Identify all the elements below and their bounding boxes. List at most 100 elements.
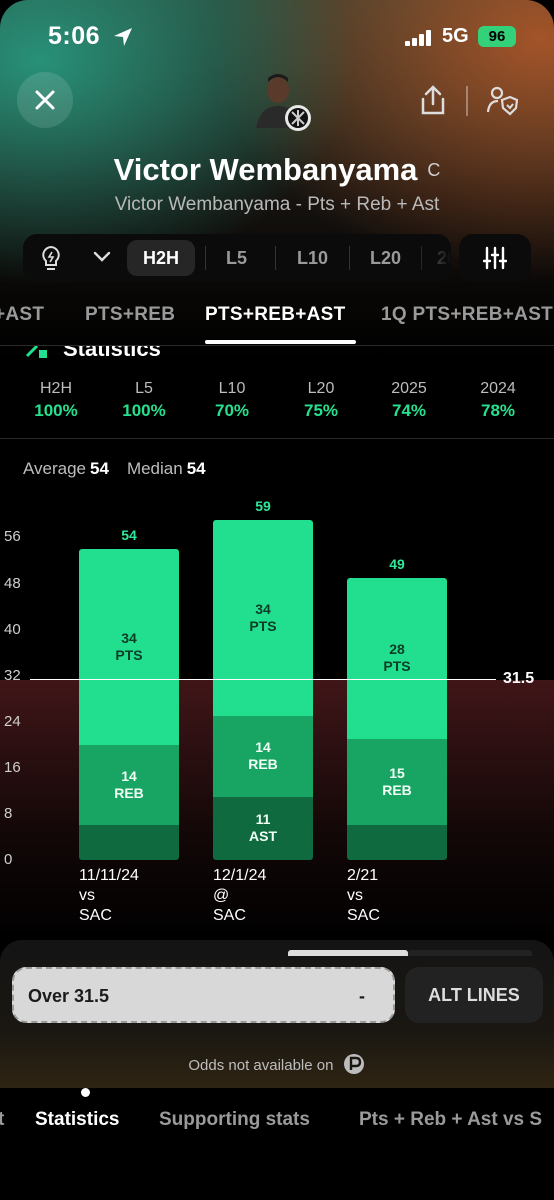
panel-handle bbox=[288, 950, 408, 956]
y-tick-label: 32 bbox=[4, 666, 21, 684]
hit-rate-l5[interactable]: L5 100% bbox=[100, 380, 188, 421]
divider bbox=[0, 438, 554, 439]
section-tab-vs-opponent[interactable]: Pts + Reb + Ast vs S bbox=[359, 1109, 543, 1130]
hit-rate-row: H2H 100% L5 100% L10 70% L20 75% 2025 74% 202… bbox=[0, 380, 554, 440]
active-tab-indicator bbox=[205, 340, 356, 344]
sliders-icon bbox=[483, 246, 507, 270]
header-divider bbox=[466, 86, 468, 116]
section-tab-previous[interactable]: t bbox=[0, 1109, 5, 1130]
segment-series-name: PTS bbox=[383, 658, 411, 675]
range-separator bbox=[349, 246, 350, 270]
bar-segment-reb: 14 REB bbox=[213, 715, 313, 797]
hit-rate-label: L5 bbox=[135, 380, 153, 397]
player-name-text: Victor Wembanyama bbox=[113, 152, 418, 187]
section-tab-supporting-stats[interactable]: Supporting stats bbox=[159, 1109, 310, 1130]
close-button[interactable] bbox=[17, 72, 73, 128]
range-tab-l5[interactable]: L5 bbox=[226, 248, 248, 268]
filter-button[interactable] bbox=[459, 234, 531, 282]
segment-series-name: PTS bbox=[249, 618, 277, 635]
over-label: Over 31.5 bbox=[28, 986, 110, 1006]
segment-value: 34 bbox=[255, 601, 271, 618]
y-tick-label: 0 bbox=[4, 851, 13, 868]
average-median-row: Average 54 Median 54 bbox=[23, 459, 224, 479]
range-separator bbox=[205, 246, 206, 270]
bar-total-label: 59 bbox=[255, 498, 271, 515]
share-icon[interactable] bbox=[418, 84, 448, 116]
average-label: Average bbox=[23, 459, 87, 478]
reference-line bbox=[30, 678, 496, 681]
y-tick-label: 24 bbox=[4, 712, 21, 730]
alt-lines-button[interactable]: ALT LINES bbox=[405, 967, 543, 1023]
segment-value: 14 bbox=[121, 768, 137, 785]
x-category-line: 2/21 bbox=[347, 867, 379, 884]
lightbulb-icon[interactable] bbox=[37, 244, 65, 272]
location-arrow-icon bbox=[114, 28, 132, 46]
hit-rate-value: 78% bbox=[480, 401, 516, 420]
stat-type-tabs: +AST PTS+REB PTS+REB+AST 1Q PTS+REB+AST bbox=[0, 298, 554, 344]
range-tab-l10[interactable]: L10 bbox=[297, 248, 329, 268]
status-time: 5:06 bbox=[48, 22, 101, 50]
y-tick-label: 8 bbox=[4, 804, 13, 822]
segment-series-name: REB bbox=[248, 756, 278, 773]
hit-rate-value: 74% bbox=[391, 401, 427, 420]
segment-value: 15 bbox=[389, 765, 405, 782]
prizepicks-logo-icon bbox=[343, 1054, 364, 1074]
segment-value: 34 bbox=[121, 629, 137, 646]
bar[interactable]: 15 REB 28 PTS bbox=[347, 577, 447, 860]
y-tick-label: 16 bbox=[4, 758, 21, 776]
range-tab-h2h[interactable]: H2H bbox=[127, 240, 196, 276]
chevron-down-icon[interactable] bbox=[93, 250, 111, 264]
stat-tab-pts-reb-ast[interactable]: PTS+REB+AST bbox=[205, 304, 346, 325]
segment-series-name: REB bbox=[382, 782, 412, 799]
segment-value: 14 bbox=[255, 739, 271, 756]
hit-rate-2025[interactable]: 2025 74% bbox=[365, 380, 453, 421]
hit-rate-l20[interactable]: L20 75% bbox=[277, 380, 365, 421]
bar-total-label: 54 bbox=[121, 526, 137, 543]
segment-series-name: PTS bbox=[115, 646, 143, 663]
hit-rate-value: 100% bbox=[122, 401, 166, 420]
hit-rate-2024[interactable]: 2024 78% bbox=[454, 380, 542, 421]
hit-rate-l10[interactable]: L10 70% bbox=[188, 380, 276, 421]
player-name: Victor Wembanyama C bbox=[0, 152, 554, 188]
scroll-indicator-dot bbox=[81, 1088, 90, 1097]
odds-note-text: Odds not available on bbox=[188, 1057, 334, 1074]
hit-rate-h2h[interactable]: H2H 100% bbox=[12, 380, 100, 421]
x-category-label: 11/11/24 vs SAC bbox=[79, 866, 139, 926]
bar-segment-reb: 15 REB bbox=[347, 739, 447, 826]
bar-segment-ast bbox=[79, 825, 179, 860]
market-subtitle: Victor Wembanyama - Pts + Reb + Ast bbox=[114, 194, 440, 215]
bar-segment-pts: 28 PTS bbox=[347, 577, 447, 740]
section-tabs: t Statistics Supporting stats Pts + Reb … bbox=[0, 1088, 554, 1200]
bar-total-label: 49 bbox=[389, 555, 405, 572]
hit-rate-label: L20 bbox=[307, 380, 335, 397]
hit-rate-label: L10 bbox=[218, 380, 246, 397]
bar-segment-reb: 14 REB bbox=[79, 744, 179, 826]
stat-tab-ast[interactable]: +AST bbox=[0, 304, 45, 325]
user-shield-icon[interactable] bbox=[486, 84, 518, 116]
bar-segment-ast bbox=[347, 825, 447, 860]
panel-handle bbox=[408, 950, 532, 956]
segment-series-name: AST bbox=[249, 828, 277, 845]
segment-value: 11 bbox=[255, 811, 271, 828]
battery-icon: 96 bbox=[478, 26, 516, 47]
segment-value: 28 bbox=[389, 641, 405, 658]
y-tick-label: 56 bbox=[4, 528, 21, 546]
bar[interactable]: 14 REB 34 PTS bbox=[79, 548, 179, 860]
x-category-line: 11/11/24 bbox=[79, 867, 139, 884]
x-category-label: 12/1/24 @ SAC bbox=[213, 866, 266, 926]
hero-background bbox=[0, 0, 554, 360]
over-button[interactable]: Over 31.5 - bbox=[12, 967, 395, 1023]
x-category-line: vs bbox=[347, 887, 363, 904]
range-fade bbox=[411, 234, 451, 282]
section-tab-statistics[interactable]: Statistics bbox=[35, 1109, 120, 1130]
range-tab-l20[interactable]: L20 bbox=[370, 248, 402, 268]
bar-segment-pts: 34 PTS bbox=[79, 548, 179, 745]
bar-segment-pts: 34 PTS bbox=[213, 520, 313, 716]
hit-rate-value: 75% bbox=[303, 401, 339, 420]
signal-icon bbox=[405, 30, 431, 46]
hit-rate-label: 2024 bbox=[480, 380, 516, 397]
stat-tab-pts-reb[interactable]: PTS+REB bbox=[85, 304, 176, 325]
bar[interactable]: 11 AST 14 REB 34 PTS bbox=[213, 520, 313, 860]
x-category-line: vs bbox=[79, 887, 95, 904]
stat-tab-1q-pts-reb-ast[interactable]: 1Q PTS+REB+AST bbox=[381, 304, 554, 325]
